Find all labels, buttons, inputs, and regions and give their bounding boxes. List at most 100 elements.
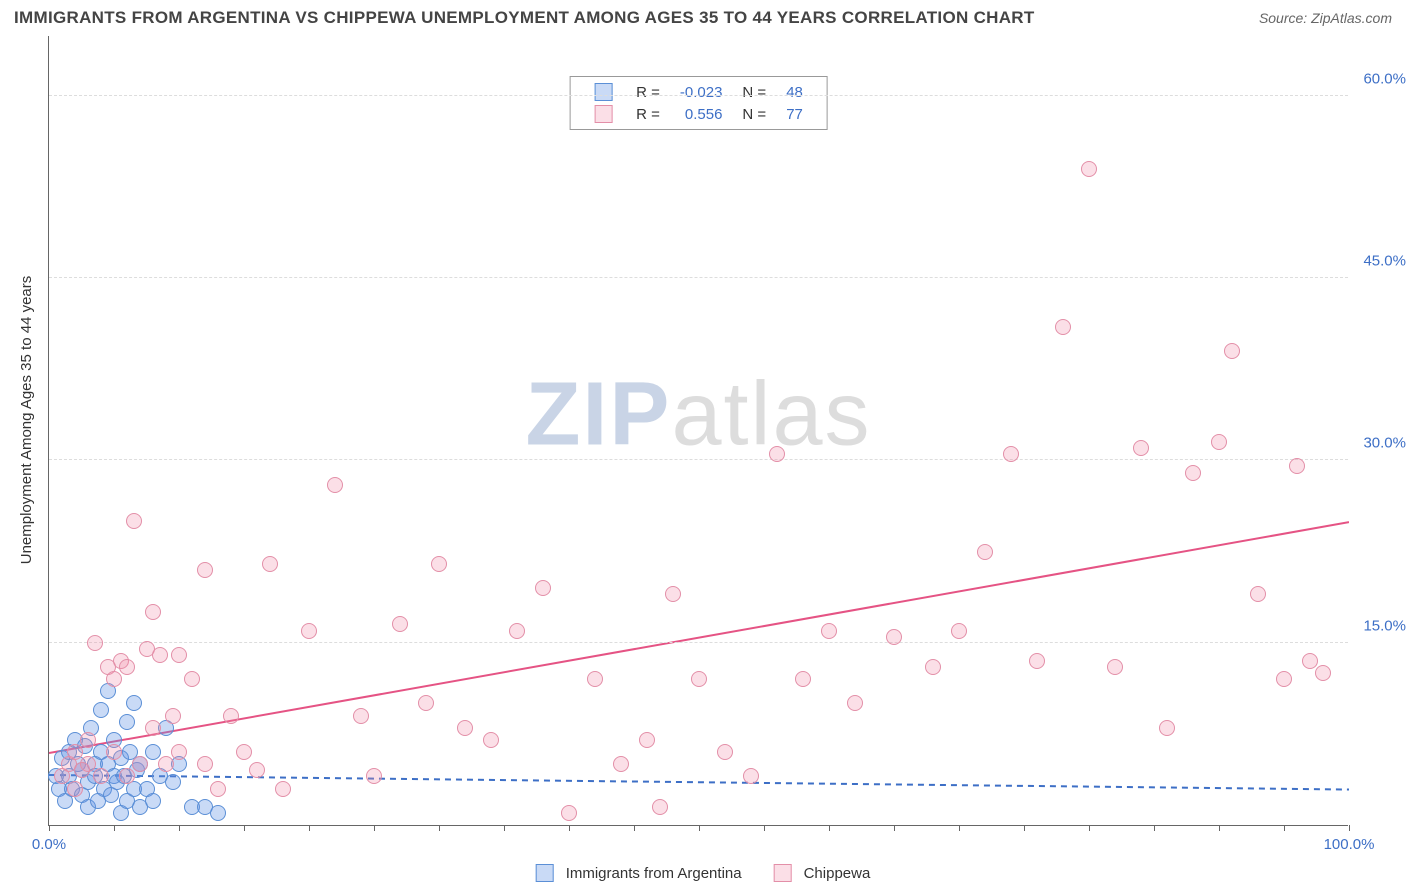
watermark-zip: ZIP	[525, 364, 671, 464]
data-point	[80, 732, 96, 748]
data-point	[93, 702, 109, 718]
legend-swatch	[594, 83, 612, 101]
plot-area: ZIPatlas R =-0.023N =48R =0.556N =77 15.…	[48, 36, 1348, 826]
data-point	[119, 768, 135, 784]
gridline	[49, 459, 1348, 460]
data-point	[1276, 671, 1292, 687]
data-point	[431, 556, 447, 572]
x-tick	[179, 825, 180, 831]
data-point	[652, 799, 668, 815]
data-point	[165, 774, 181, 790]
data-point	[743, 768, 759, 784]
correlation-legend: R =-0.023N =48R =0.556N =77	[569, 76, 828, 130]
y-tick-label: 60.0%	[1363, 70, 1406, 87]
data-point	[171, 744, 187, 760]
x-tick	[699, 825, 700, 831]
series-legend: Immigrants from Argentina Chippewa	[536, 864, 871, 882]
data-point	[93, 768, 109, 784]
legend-swatch	[594, 105, 612, 123]
data-point	[145, 604, 161, 620]
data-point	[152, 647, 168, 663]
x-tick	[829, 825, 830, 831]
data-point	[821, 623, 837, 639]
x-tick	[374, 825, 375, 831]
data-point	[1159, 720, 1175, 736]
x-tick	[309, 825, 310, 831]
data-point	[145, 744, 161, 760]
data-point	[795, 671, 811, 687]
legend-label: Immigrants from Argentina	[566, 865, 742, 882]
data-point	[197, 562, 213, 578]
data-point	[951, 623, 967, 639]
data-point	[1029, 653, 1045, 669]
data-point	[1055, 319, 1071, 335]
legend-row: R =0.556N =77	[584, 103, 813, 125]
data-point	[665, 586, 681, 602]
x-tick	[569, 825, 570, 831]
data-point	[392, 616, 408, 632]
trend-line	[49, 775, 1349, 790]
data-point	[457, 720, 473, 736]
data-point	[509, 623, 525, 639]
x-tick	[114, 825, 115, 831]
x-tick	[439, 825, 440, 831]
data-point	[1289, 458, 1305, 474]
legend-item: Chippewa	[774, 864, 871, 882]
data-point	[1302, 653, 1318, 669]
data-point	[275, 781, 291, 797]
data-point	[210, 805, 226, 821]
gridline	[49, 642, 1348, 643]
data-point	[1211, 434, 1227, 450]
data-point	[639, 732, 655, 748]
legend-swatch	[536, 864, 554, 882]
x-tick	[1284, 825, 1285, 831]
y-axis-title: Unemployment Among Ages 35 to 44 years	[18, 276, 35, 565]
data-point	[925, 659, 941, 675]
data-point	[769, 446, 785, 462]
x-tick-label: 0.0%	[32, 836, 66, 853]
data-point	[165, 708, 181, 724]
data-point	[717, 744, 733, 760]
data-point	[1185, 465, 1201, 481]
data-point	[483, 732, 499, 748]
data-point	[145, 720, 161, 736]
data-point	[561, 805, 577, 821]
x-tick	[1154, 825, 1155, 831]
y-tick-label: 30.0%	[1363, 435, 1406, 452]
data-point	[1224, 343, 1240, 359]
data-point	[236, 744, 252, 760]
legend-row: R =-0.023N =48	[584, 81, 813, 103]
legend-label: Chippewa	[804, 865, 871, 882]
data-point	[106, 744, 122, 760]
data-point	[535, 580, 551, 596]
data-point	[977, 544, 993, 560]
chart-title: IMMIGRANTS FROM ARGENTINA VS CHIPPEWA UN…	[14, 8, 1035, 28]
data-point	[1250, 586, 1266, 602]
x-tick	[764, 825, 765, 831]
data-point	[106, 671, 122, 687]
data-point	[353, 708, 369, 724]
data-point	[691, 671, 707, 687]
x-tick-label: 100.0%	[1324, 836, 1375, 853]
trend-line	[49, 522, 1349, 753]
data-point	[87, 635, 103, 651]
data-point	[119, 659, 135, 675]
data-point	[171, 647, 187, 663]
source-label: Source: ZipAtlas.com	[1259, 10, 1392, 26]
trend-lines	[49, 36, 1349, 826]
data-point	[613, 756, 629, 772]
data-point	[418, 695, 434, 711]
x-tick	[1089, 825, 1090, 831]
data-point	[1003, 446, 1019, 462]
x-tick	[1219, 825, 1220, 831]
data-point	[847, 695, 863, 711]
data-point	[119, 714, 135, 730]
data-point	[126, 513, 142, 529]
gridline	[49, 95, 1348, 96]
data-point	[1133, 440, 1149, 456]
data-point	[145, 793, 161, 809]
data-point	[223, 708, 239, 724]
data-point	[132, 756, 148, 772]
data-point	[327, 477, 343, 493]
data-point	[886, 629, 902, 645]
